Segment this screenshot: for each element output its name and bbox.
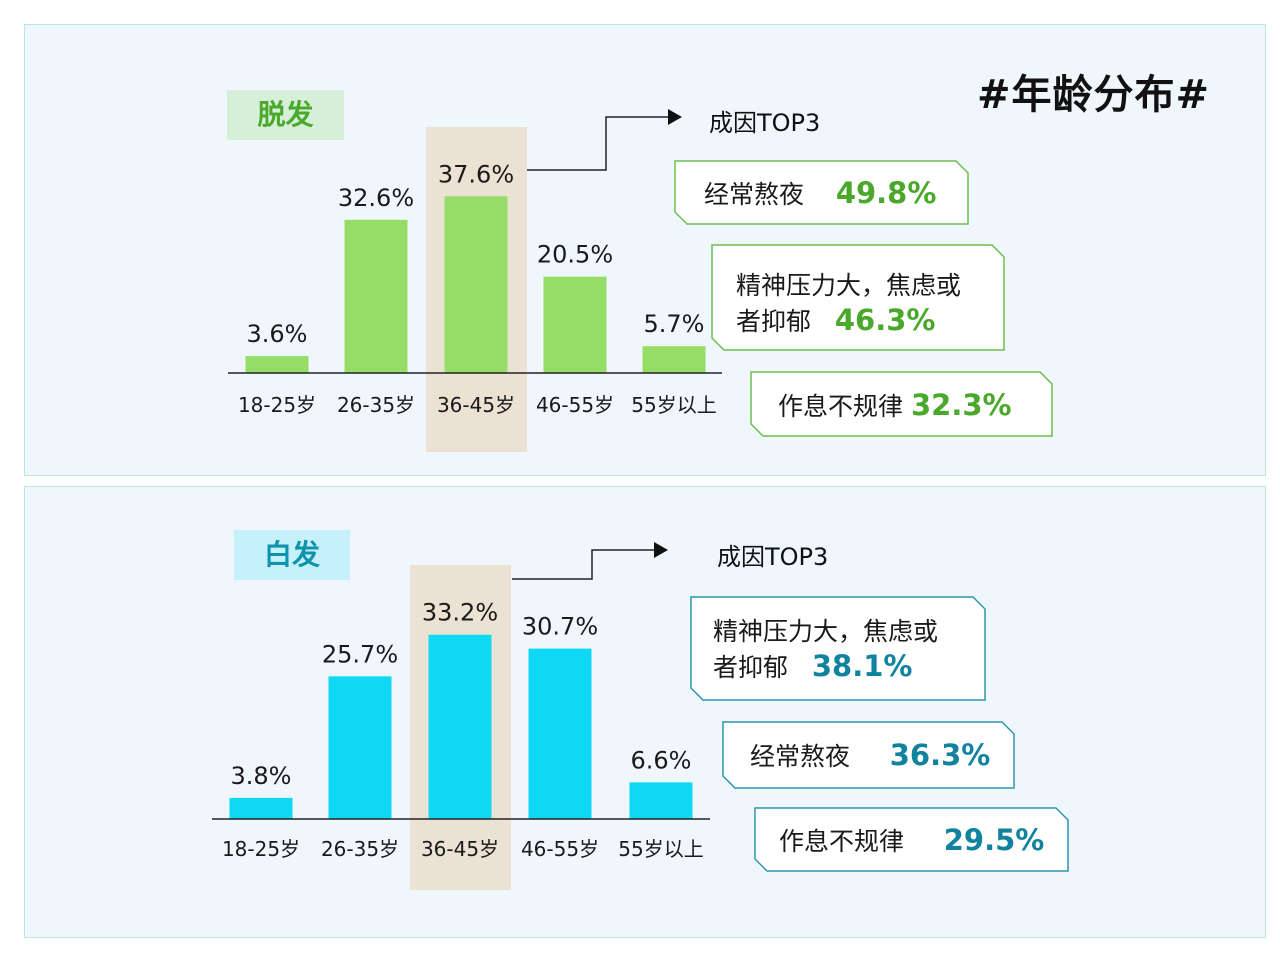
cause-label-line-2: 者抑郁 [736,307,812,336]
hair-loss-value-label-1: 3.6% [247,320,308,348]
white-hair-bar-1 [229,797,293,819]
white-hair-bar-3 [428,634,492,819]
cause-box-frame [754,807,1069,872]
white-hair-cause-2: 经常熬夜 36.3% [722,721,1015,789]
white-hair-bar-2 [328,676,392,819]
white-hair-cause-3: 作息不规律 29.5% [754,807,1069,872]
hair-loss-connector-line [527,116,668,171]
hair-loss-arrow-icon [668,109,682,125]
white-hair-value-label-3: 33.2% [422,599,498,627]
cause-box-frame [711,244,1005,351]
hair-loss-category-label-2: 26-35岁 [337,393,415,417]
hair-loss-bar-1 [245,356,309,373]
cause-percent: 32.3% [910,388,1012,422]
white-hair-bar-5 [629,782,693,819]
hair-loss-cause-1: 经常熬夜 49.8% [674,160,969,225]
cause-label-line-2: 者抑郁 [713,653,789,682]
white-hair-category-label-2: 26-35岁 [321,837,399,861]
hair-loss-bar-3 [444,196,508,373]
white-hair-cause-1: 精神压力大，焦虑或 者抑郁 38.1% [690,596,986,701]
hair-loss-value-label-5: 5.7% [644,310,705,338]
cause-percent: 36.3% [889,738,991,772]
hair-loss-category-label-3: 36-45岁 [437,393,515,417]
hair-loss-bar-4 [543,276,607,373]
hair-loss-bar-5 [642,346,706,373]
white-hair-value-label-2: 25.7% [322,640,398,668]
white-hair-tag: 白发 [234,530,350,580]
cause-box-frame [674,160,969,225]
hair-loss-bar-2 [344,219,408,373]
white-hair-category-label-1: 18-25岁 [222,837,300,861]
hair-loss-value-label-2: 32.6% [338,184,414,212]
white-hair-value-label-5: 6.6% [631,746,692,774]
cause-label: 经常熬夜 [750,742,851,771]
cause-percent: 49.8% [835,176,937,210]
cause-box-frame [722,721,1015,789]
cause-label: 经常熬夜 [704,180,805,209]
hair-loss-tag: 脱发 [227,90,344,140]
white-hair-value-label-1: 3.8% [231,762,292,790]
white-hair-bar-4 [528,648,592,819]
cause-box-frame [750,371,1053,437]
cause-label: 作息不规律 [778,392,904,421]
cause-label-line-1: 精神压力大，焦虑或 [713,617,939,646]
cause-box-frame [690,596,986,701]
white-hair-category-label-4: 46-55岁 [521,837,599,861]
hair-loss-value-label-3: 37.6% [438,160,514,188]
hair-loss-category-label-4: 46-55岁 [536,393,614,417]
white-hair-connector-line [512,549,654,580]
cause-percent: 46.3% [834,303,936,337]
hair-loss-cause-3: 作息不规律 32.3% [750,371,1053,437]
white-hair-value-label-4: 30.7% [522,613,598,641]
white-hair-top3-heading: 成因TOP3 [717,543,829,571]
cause-percent: 38.1% [811,649,913,683]
white-hair-category-label-3: 36-45岁 [421,837,499,861]
page-title: #年龄分布# [976,72,1210,118]
cause-label: 作息不规律 [779,827,905,856]
hair-loss-category-label-5: 55岁以上 [631,393,716,417]
hair-loss-top3-heading: 成因TOP3 [709,109,821,137]
cause-percent: 29.5% [943,823,1045,857]
white-hair-arrow-icon [654,542,668,558]
hair-loss-value-label-4: 20.5% [537,241,613,269]
hair-loss-cause-2: 精神压力大，焦虑或 者抑郁 46.3% [711,244,1005,351]
white-hair-category-label-5: 55岁以上 [618,837,703,861]
cause-label-line-1: 精神压力大，焦虑或 [736,271,962,300]
hair-loss-category-label-1: 18-25岁 [238,393,316,417]
